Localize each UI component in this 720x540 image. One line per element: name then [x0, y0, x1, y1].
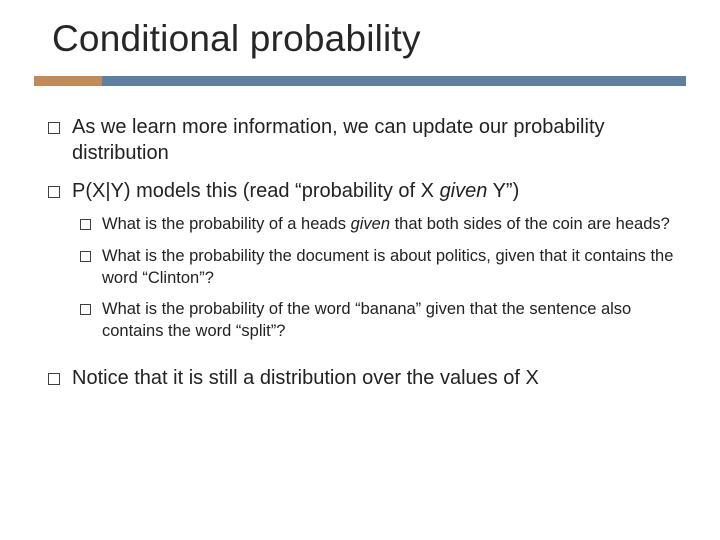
list-item: What is the probability of the word “ban… [72, 299, 686, 343]
text: What is the probability the document is … [102, 247, 673, 287]
text: that both sides of the coin are heads? [390, 215, 670, 233]
list-item: As we learn more information, we can upd… [44, 114, 686, 166]
slide-title: Conditional probability [52, 18, 686, 60]
bullet-list: As we learn more information, we can upd… [44, 114, 686, 391]
sub-bullet-list: What is the probability of a heads given… [72, 214, 686, 343]
list-item: Notice that it is still a distribution o… [44, 365, 686, 391]
accent-bar-left [34, 76, 102, 86]
text: Y”) [487, 180, 519, 202]
accent-bar-right [102, 76, 686, 86]
text: As we learn more information, we can upd… [72, 116, 605, 164]
text-italic: given [440, 180, 488, 202]
list-item: What is the probability the document is … [72, 246, 686, 290]
text: What is the probability of a heads [102, 215, 351, 233]
content-area: As we learn more information, we can upd… [34, 114, 686, 391]
list-item: P(X|Y) models this (read “probability of… [44, 178, 686, 343]
list-item: What is the probability of a heads given… [72, 214, 686, 236]
slide: Conditional probability As we learn more… [0, 0, 720, 540]
text-italic: given [351, 215, 390, 233]
text: P(X|Y) models this (read “probability of… [72, 180, 440, 202]
text: Notice that it is still a distribution o… [72, 367, 539, 389]
text: What is the probability of the word “ban… [102, 300, 631, 340]
accent-bar [34, 76, 686, 86]
